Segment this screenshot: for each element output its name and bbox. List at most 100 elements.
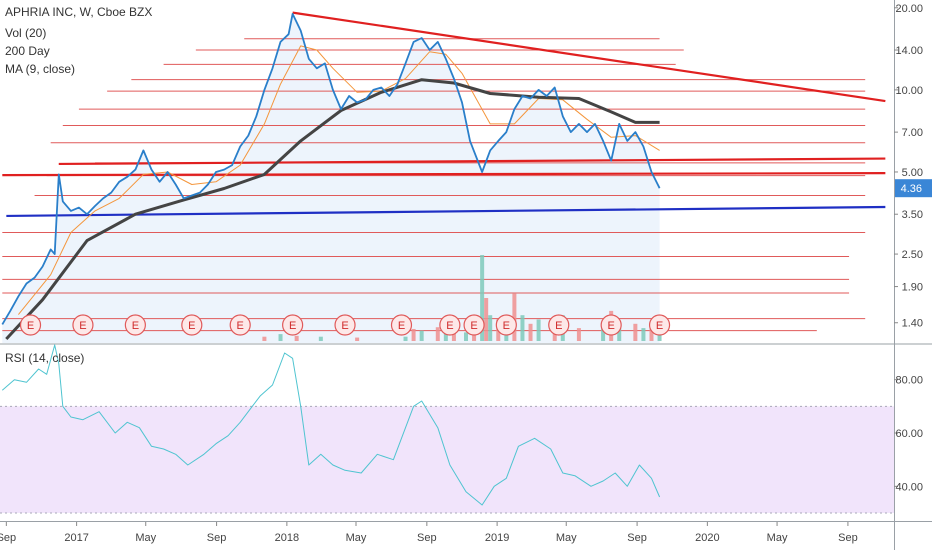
time-tick-label: Sep — [838, 532, 858, 544]
volume-bar — [480, 255, 485, 341]
price-tick-label: 1.40 — [902, 318, 923, 330]
earnings-marker-circle — [390, 314, 413, 336]
earnings-marker-circle — [181, 314, 203, 336]
earnings-marker: E — [463, 314, 485, 336]
time-tick-label: May — [135, 532, 156, 544]
chart-title: APHRIA INC, W, Cboe BZX — [5, 5, 152, 19]
earnings-marker: E — [600, 314, 622, 336]
earnings-marker-circle — [229, 314, 251, 336]
volume-bar — [536, 319, 541, 341]
time-tick-label: Sep — [417, 532, 437, 544]
price-tick-label: 2.50 — [902, 249, 923, 261]
earnings-marker-label: E — [289, 320, 296, 332]
earnings-marker-label: E — [341, 320, 348, 332]
volume-bar — [464, 332, 469, 341]
earnings-marker-circle — [495, 314, 517, 336]
earnings-marker-circle — [463, 314, 485, 336]
earnings-marker-circle — [124, 314, 146, 336]
earnings-marker-label: E — [503, 320, 510, 332]
time-tick-label: May — [556, 532, 577, 544]
volume-bar — [601, 323, 606, 341]
volume-bar — [488, 315, 493, 341]
price-tick-label: 7.00 — [902, 127, 923, 139]
earnings-marker-label: E — [470, 320, 477, 332]
time-tick-label: 2019 — [485, 532, 509, 544]
trend-line-3 — [6, 205, 886, 218]
trend-line-1 — [58, 157, 886, 166]
earnings-marker: E — [181, 314, 203, 336]
earnings-marker-circle — [19, 314, 42, 336]
legend-vol: Vol (20) — [5, 26, 46, 40]
rsi-line — [1, 344, 661, 506]
time-tick-label: Sep — [207, 532, 227, 544]
volume-bar — [512, 293, 517, 341]
price-tick-label: 5.00 — [902, 167, 923, 179]
earnings-marker: E — [439, 314, 461, 336]
volume-bar — [641, 328, 646, 341]
earnings-marker-label: E — [79, 320, 86, 332]
earnings-marker-label: E — [607, 320, 614, 332]
volume-bar — [318, 336, 323, 341]
volume-bar — [649, 323, 654, 341]
time-tick-label: 2018 — [275, 532, 299, 544]
volume-bar — [411, 328, 416, 341]
earnings-marker-circle — [548, 314, 570, 336]
volume-bar — [294, 335, 299, 341]
earnings-marker-label: E — [237, 320, 244, 332]
earnings-marker-circle — [72, 314, 94, 336]
time-tick-label: Sep — [0, 532, 16, 544]
price-tick-label: 20.00 — [895, 3, 923, 15]
time-tick-label: 2020 — [695, 532, 719, 544]
volume-bar — [419, 330, 424, 341]
earnings-marker-label: E — [555, 320, 562, 332]
earnings-marker: E — [548, 314, 570, 336]
volume-bar — [435, 327, 440, 341]
time-tick-label: 2017 — [64, 532, 88, 544]
earnings-marker-label: E — [398, 320, 405, 332]
volume-bar — [576, 328, 581, 341]
time-tick-label: Sep — [627, 532, 647, 544]
earnings-marker-circle — [600, 314, 622, 336]
earnings-marker: E — [495, 314, 517, 336]
trend-line-2 — [2, 172, 886, 177]
trend-line-0 — [292, 11, 886, 103]
volume-bar — [355, 337, 360, 341]
earnings-marker: E — [229, 314, 251, 336]
earnings-marker-circle — [439, 314, 461, 336]
time-tick-label: May — [346, 532, 367, 544]
volume-bar — [403, 336, 408, 341]
earnings-marker-circle — [648, 314, 671, 336]
earnings-marker-circle — [334, 314, 356, 336]
volume-bar — [484, 298, 489, 341]
price-tick-label: 3.50 — [902, 209, 923, 221]
earnings-marker-circle — [282, 314, 304, 336]
earnings-marker-label: E — [132, 320, 139, 332]
volume-bar — [451, 330, 456, 341]
earnings-marker-label: E — [188, 320, 195, 332]
volume-bar — [617, 328, 622, 341]
volume-bar — [520, 315, 525, 341]
earnings-marker-label: E — [446, 320, 453, 332]
legend-200-day: 200 Day — [5, 44, 50, 58]
earnings-marker-label: E — [656, 320, 663, 332]
earnings-marker: E — [390, 314, 413, 336]
volume-bar — [278, 334, 283, 341]
price-line — [1, 13, 661, 325]
time-tick-label: May — [767, 532, 788, 544]
rsi-band — [0, 406, 894, 513]
rsi-tick-label: 80.00 — [895, 375, 923, 387]
earnings-marker: E — [334, 314, 356, 336]
price-area-fill — [2, 13, 660, 344]
price-tick-label: 1.90 — [902, 282, 923, 294]
price-tick-label: 14.00 — [895, 45, 923, 57]
volume-bar — [633, 323, 638, 341]
earnings-marker: E — [648, 314, 671, 336]
earnings-marker: E — [19, 314, 42, 336]
rsi-tick-label: 60.00 — [895, 428, 923, 440]
legend-ma: MA (9, close) — [5, 62, 75, 76]
rsi-title: RSI (14, close) — [5, 351, 84, 365]
price-tick-label: 10.00 — [895, 85, 923, 97]
last-price-badge — [895, 179, 932, 198]
